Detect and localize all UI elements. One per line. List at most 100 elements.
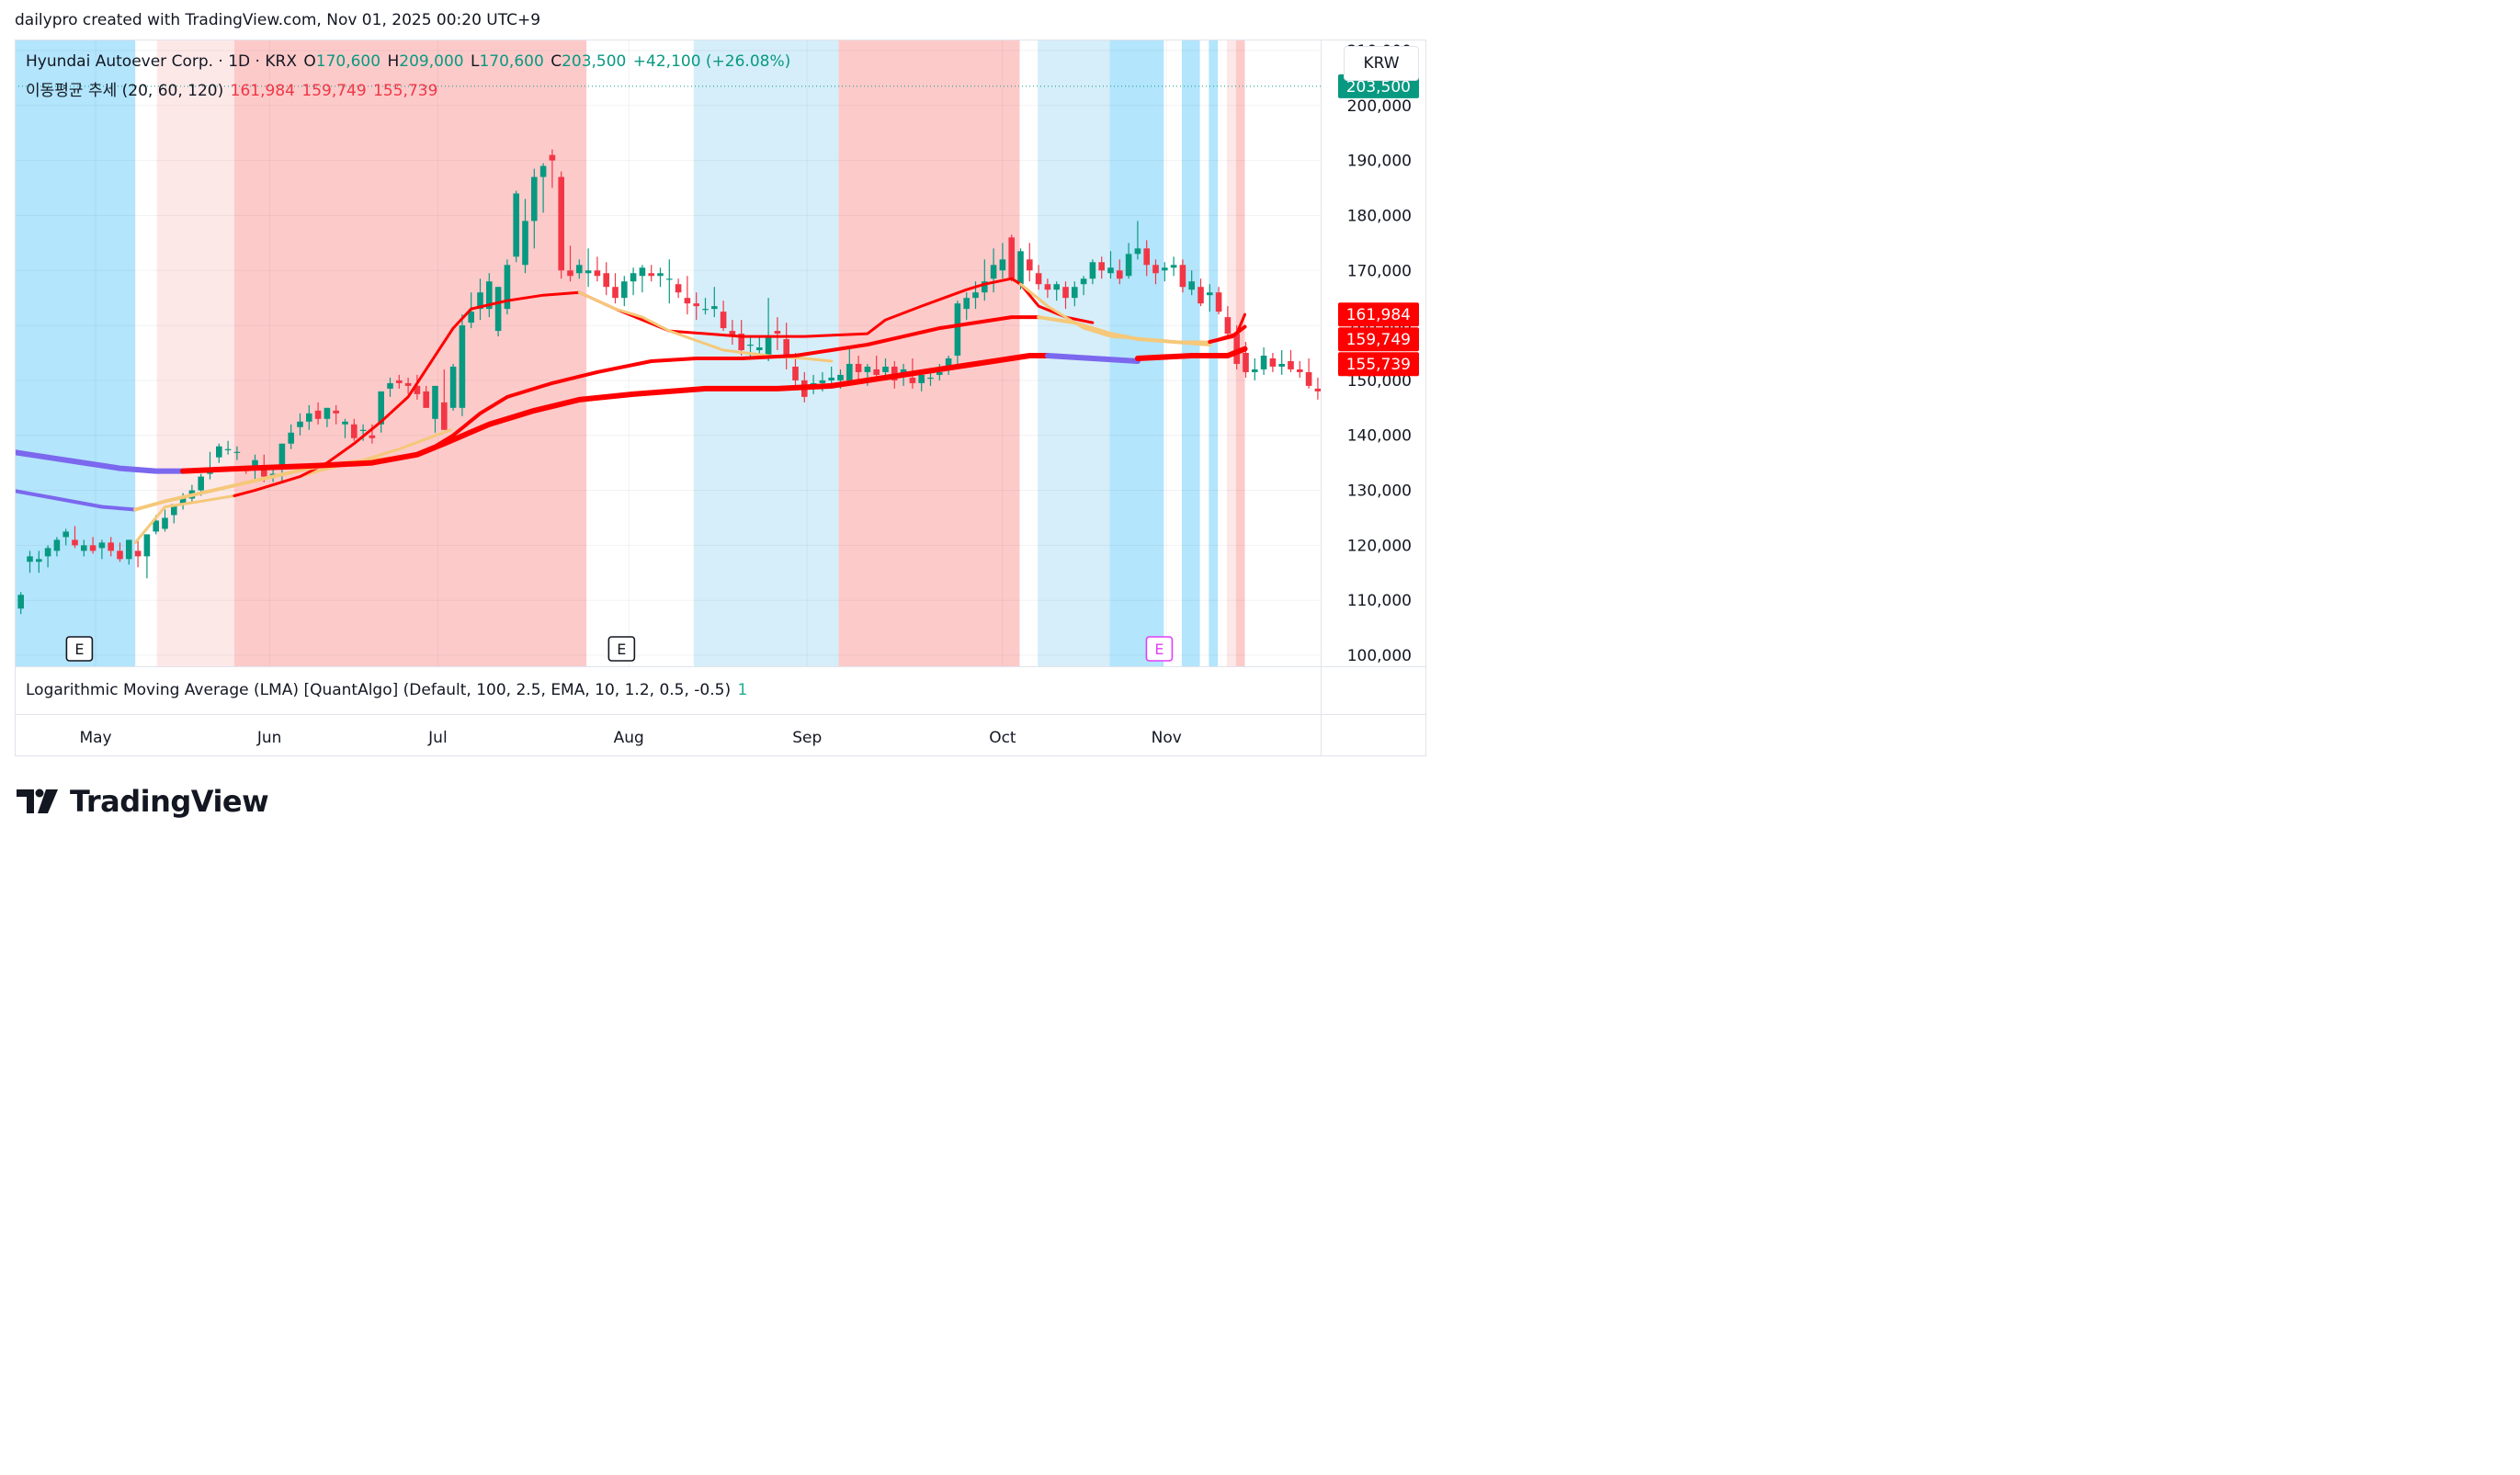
price-tick-label: 110,000 xyxy=(1347,592,1412,610)
candle-body xyxy=(396,380,403,383)
candle-body xyxy=(855,363,862,372)
tradingview-logo-icon xyxy=(17,789,58,813)
candle-body xyxy=(126,539,132,560)
earnings-marker-box xyxy=(607,636,636,662)
price-tick-label: 190,000 xyxy=(1347,153,1412,171)
ma-price-tag-box xyxy=(1338,327,1419,352)
candle-body xyxy=(666,278,673,280)
candle-body xyxy=(1107,267,1114,274)
candle-body xyxy=(747,345,754,346)
candle-body xyxy=(62,531,69,538)
close-label: C xyxy=(551,52,562,71)
candle-body xyxy=(459,325,466,408)
candle-body xyxy=(531,176,538,221)
candle-body xyxy=(89,545,96,551)
candle-body xyxy=(1215,292,1222,312)
candle-body xyxy=(278,443,286,469)
candle-body xyxy=(108,542,114,551)
candle-body xyxy=(684,298,691,304)
candle-body xyxy=(954,303,961,356)
tradingview-logo[interactable]: TradingView xyxy=(17,784,269,819)
chart-area[interactable]: E E E 100,000 110,000 120,000 130,000 140,000 15… xyxy=(15,40,1426,756)
candle-body xyxy=(216,446,222,458)
candle-body xyxy=(1233,334,1240,364)
candle-body xyxy=(999,259,1006,271)
trend-zone xyxy=(838,40,1020,666)
candle-body xyxy=(1170,265,1177,268)
candle-body xyxy=(171,504,177,516)
candle-body xyxy=(72,539,78,546)
candle-body xyxy=(162,517,168,529)
candle-body xyxy=(1044,284,1051,290)
candle-body xyxy=(1062,287,1069,299)
candle-body xyxy=(1072,287,1078,299)
candle-body xyxy=(288,432,294,444)
earnings-marker-label: E xyxy=(617,641,626,658)
earnings-marker: E xyxy=(1145,636,1174,662)
candle-body xyxy=(233,451,241,453)
ma-line-60 xyxy=(15,489,138,512)
candle-body xyxy=(1207,292,1213,296)
candle-body xyxy=(1278,363,1285,367)
lma-value: 1 xyxy=(737,681,748,699)
candle-body xyxy=(1152,265,1159,274)
candle-body xyxy=(918,374,925,383)
close-value: 203,500 xyxy=(562,52,627,71)
candle-body xyxy=(558,176,564,271)
candle-body xyxy=(612,287,619,299)
chart-caption: dailypro created with TradingView.com, N… xyxy=(15,11,541,29)
candle-body xyxy=(567,270,573,277)
lma-indicator-name[interactable]: Logarithmic Moving Average (LMA) [QuantA… xyxy=(26,681,732,699)
earnings-marker: E xyxy=(607,636,636,662)
ma-price-tag-box xyxy=(1338,302,1419,327)
candle-body xyxy=(963,298,970,310)
candle-body xyxy=(387,382,393,389)
candle-body xyxy=(414,385,421,394)
candle-body xyxy=(648,273,654,277)
candle-body xyxy=(1017,251,1024,285)
candle-body xyxy=(630,273,637,282)
candle-body xyxy=(1143,248,1150,266)
candle-body xyxy=(1080,278,1087,285)
low-value: 170,600 xyxy=(479,52,544,71)
candle-body xyxy=(359,429,367,431)
candle-body xyxy=(1125,254,1132,277)
plot-layer xyxy=(15,40,1321,666)
candle-body xyxy=(378,391,384,425)
candlestick-chart[interactable]: E E E 100,000 110,000 120,000 130,000 140,000 15… xyxy=(15,40,1426,756)
time-tick-label: Oct xyxy=(989,729,1016,747)
trend-zone xyxy=(1038,40,1110,666)
candle-body xyxy=(1243,353,1249,372)
candle-body xyxy=(143,534,151,557)
price-tick-label: 150,000 xyxy=(1347,372,1412,391)
time-tick-label: Jun xyxy=(256,729,282,747)
ma-indicator-name[interactable]: 이동평균 추세 (20, 60, 120) xyxy=(26,82,224,100)
candle-body xyxy=(720,312,727,329)
tradingview-wordmark: TradingView xyxy=(70,784,269,819)
candle-body xyxy=(44,548,51,557)
candle-body xyxy=(927,377,934,380)
candle-body xyxy=(17,595,24,609)
candle-body xyxy=(404,382,412,386)
price-tick-label: 140,000 xyxy=(1347,427,1412,446)
candle-body xyxy=(53,539,61,551)
symbol-legend: Hyundai Autoever Corp. · 1D · KRX O170,6… xyxy=(26,52,790,71)
candle-body xyxy=(81,545,87,551)
candle-body xyxy=(864,366,871,372)
ma-line-120 xyxy=(1044,353,1141,364)
currency-unit-button[interactable]: KRW xyxy=(1344,46,1419,81)
symbol-name[interactable]: Hyundai Autoever Corp. · 1D · KRX xyxy=(26,52,297,71)
candle-body xyxy=(522,221,528,266)
candle-body xyxy=(134,550,142,557)
candle-body xyxy=(982,281,988,293)
candle-body xyxy=(693,303,699,307)
high-label: H xyxy=(387,52,400,71)
candle-body xyxy=(261,468,267,477)
candle-body xyxy=(657,273,664,277)
candle-body xyxy=(1288,360,1294,369)
price-tick-label: 120,000 xyxy=(1347,537,1412,555)
candle-body xyxy=(314,410,322,419)
candle-body xyxy=(1053,284,1060,290)
trend-zone xyxy=(156,40,234,666)
candle-body xyxy=(603,273,609,288)
